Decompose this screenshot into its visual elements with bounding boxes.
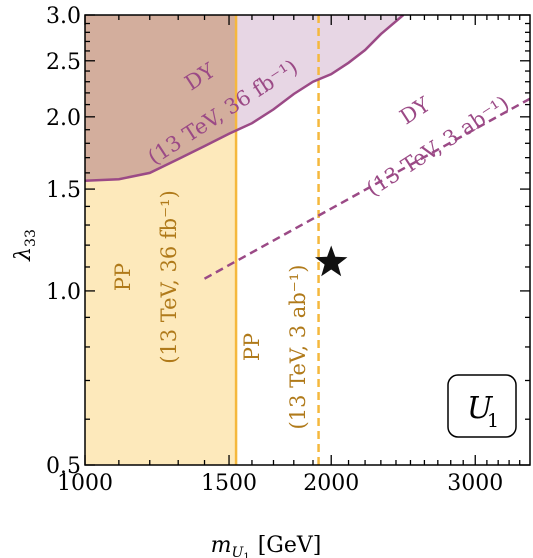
y-tick-label: 1.0 xyxy=(46,280,81,305)
benchmark-star-icon xyxy=(315,246,347,277)
model-label-sub: 1 xyxy=(487,410,499,432)
pp-3ab-label-line2: (13 TeV, 3 ab⁻¹) xyxy=(286,265,310,430)
x-tick-labels: 1000 1500 2000 3000 xyxy=(57,471,503,496)
pp-3ab-label: PP (13 TeV, 3 ab⁻¹) xyxy=(240,265,310,430)
x-tick-label: 1500 xyxy=(201,471,257,496)
x-axis-title-unit: [GeV] xyxy=(258,533,322,558)
y-axis-title: λ33 xyxy=(11,229,39,262)
x-axis-title: mU1 [GeV] xyxy=(211,533,322,558)
pp-36fb-label-line2: (13 TeV, 36 fb⁻¹) xyxy=(157,190,181,364)
y-tick-label: 0.5 xyxy=(46,454,81,479)
y-tick-labels: 0.5 1.0 1.5 2.0 2.5 3.0 xyxy=(46,4,81,479)
pp-3ab-label-line1: PP xyxy=(240,333,264,361)
y-tick-label: 2.0 xyxy=(46,106,81,131)
x-axis-title-symbol: m xyxy=(211,533,232,558)
pp-36fb-label-line1: PP xyxy=(111,263,135,291)
dy-3ab-label: DY (13 TeV, 3 ab⁻¹) xyxy=(339,56,513,201)
y-axis-title-sub: 33 xyxy=(23,229,39,247)
x-axis-title-sub2: 1 xyxy=(243,552,249,558)
model-label-box: U 1 xyxy=(448,375,516,437)
y-axis-title-symbol: λ xyxy=(11,247,36,262)
x-tick-label: 3000 xyxy=(447,471,503,496)
y-tick-label: 2.5 xyxy=(46,50,81,75)
y-tick-label: 3.0 xyxy=(46,4,81,29)
dy-3ab-label-line1: DY xyxy=(396,92,436,129)
dy-3ab-label-line2: (13 TeV, 3 ab⁻¹) xyxy=(362,91,513,201)
x-tick-label: 2000 xyxy=(303,471,359,496)
y-tick-label: 1.5 xyxy=(46,178,81,203)
